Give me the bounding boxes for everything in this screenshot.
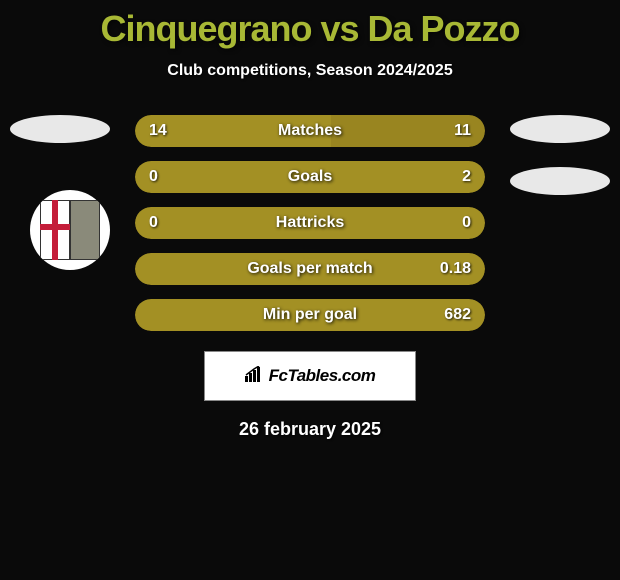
stat-right-value: 0.18 [440, 260, 471, 278]
stat-bars-list: 14 Matches 11 0 Goals 2 0 Hattricks 0 Go… [135, 115, 485, 331]
stat-left-value: 0 [149, 168, 158, 186]
watermark-box: FcTables.com [204, 351, 416, 401]
date-text: 26 february 2025 [0, 419, 620, 440]
stat-label: Goals [288, 168, 332, 186]
stat-bar-matches: 14 Matches 11 [135, 115, 485, 147]
stat-bar-min-per-goal: Min per goal 682 [135, 299, 485, 331]
player-right-placeholder-2 [510, 167, 610, 195]
stat-bar-hattricks: 0 Hattricks 0 [135, 207, 485, 239]
stat-left-value: 14 [149, 122, 167, 140]
stat-label: Goals per match [247, 260, 372, 278]
stat-bar-goals-per-match: Goals per match 0.18 [135, 253, 485, 285]
stat-label: Min per goal [263, 306, 357, 324]
player-left-placeholder [10, 115, 110, 143]
stat-label: Hattricks [276, 214, 344, 232]
stat-right-value: 11 [454, 122, 471, 140]
stat-bar-goals: 0 Goals 2 [135, 161, 485, 193]
stat-right-value: 0 [462, 214, 471, 232]
comparison-infographic: Cinquegrano vs Da Pozzo Club competition… [0, 0, 620, 580]
club-badge [30, 190, 110, 270]
watermark-text: FcTables.com [269, 366, 376, 386]
stat-right-value: 2 [462, 168, 471, 186]
stat-label: Matches [278, 122, 342, 140]
player-right-placeholder-1 [510, 115, 610, 143]
stat-right-value: 682 [444, 306, 471, 324]
subtitle: Club competitions, Season 2024/2025 [0, 62, 620, 80]
stat-left-value: 0 [149, 214, 158, 232]
chart-icon [245, 366, 263, 387]
stats-area: 14 Matches 11 0 Goals 2 0 Hattricks 0 Go… [0, 115, 620, 440]
badge-shield-icon [40, 200, 100, 260]
page-title: Cinquegrano vs Da Pozzo [0, 0, 620, 50]
